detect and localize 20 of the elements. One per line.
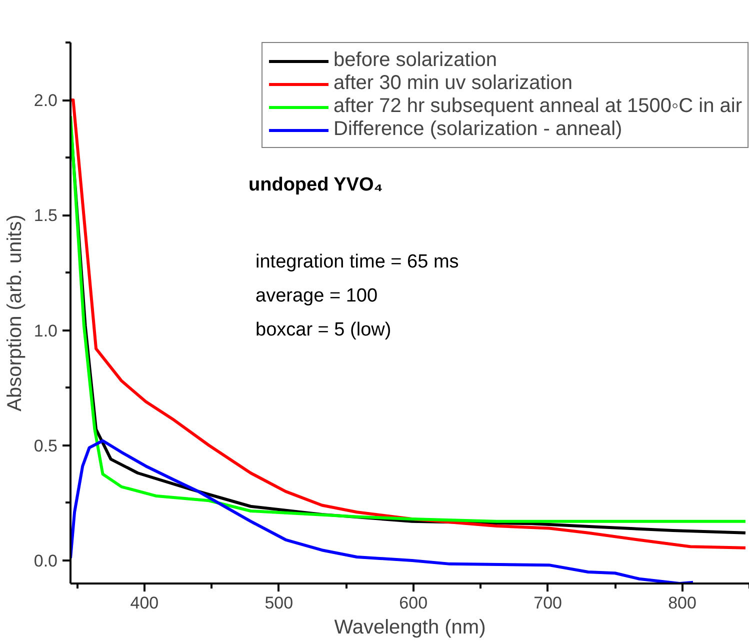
x-tick-label: 600 — [399, 594, 428, 612]
annotation: undoped YVO₄ — [248, 174, 383, 196]
y-tick-label: 0.5 — [34, 436, 58, 456]
y-tick-label: 1.0 — [34, 321, 58, 340]
legend-label: Difference (solarization - anneal) — [334, 118, 622, 141]
annotation: boxcar = 5 (low) — [256, 320, 392, 340]
y-tick-label: 2.0 — [34, 91, 58, 110]
x-axis-title: Wavelength (nm) — [334, 616, 486, 638]
legend-label: after 30 min uv solarization — [334, 72, 573, 95]
x-tick-label: 500 — [264, 594, 294, 612]
legend-label: after 72 hr subsequent anneal at 1500◦C in air — [334, 95, 742, 118]
x-tick-label: 400 — [130, 594, 159, 612]
annotation: integration time = 65 ms — [256, 252, 459, 272]
x-tick-label: 700 — [534, 594, 562, 612]
y-tick-label: 0.0 — [34, 551, 58, 570]
y-axis-title: Absorption (arb. units) — [4, 214, 26, 412]
x-tick-label: 800 — [668, 594, 696, 612]
legend-label: before solarization — [334, 49, 497, 72]
annotation: average = 100 — [256, 286, 378, 306]
y-tick-label: 1.5 — [34, 206, 58, 226]
